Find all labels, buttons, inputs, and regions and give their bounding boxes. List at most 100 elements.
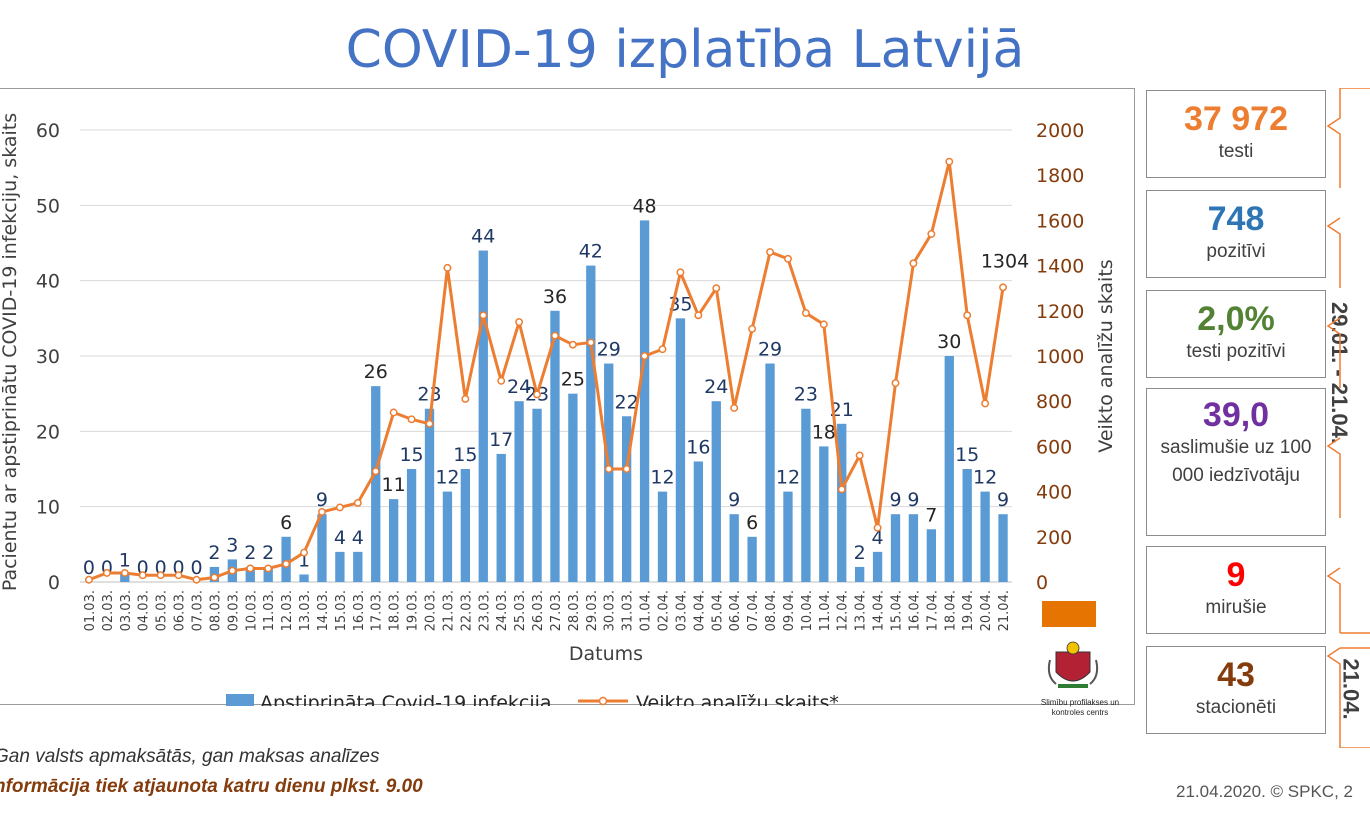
x-tick-label: 30.03. [603, 590, 618, 631]
x-tick-label: 05.04. [710, 590, 725, 631]
bar [801, 408, 811, 582]
x-tick-label: 04.04. [692, 590, 707, 631]
x-tick-label: 03.03. [119, 590, 134, 631]
x-tick-label: 08.04. [764, 590, 779, 631]
line-point [246, 564, 255, 573]
x-tick-label: 02.04. [657, 590, 672, 631]
bar-data-label: 29 [597, 339, 621, 361]
bar-data-label: 9 [997, 489, 1009, 511]
x-tick-label: 03.04. [674, 590, 689, 631]
line-point [497, 376, 506, 385]
line-point [658, 345, 667, 354]
kpi-value: 37 972 [1184, 100, 1288, 138]
line-point [282, 559, 291, 568]
bar [639, 220, 650, 582]
line-point [837, 485, 846, 494]
bar-data-label: 42 [579, 241, 603, 263]
x-tick-label: 24.03. [495, 590, 510, 631]
bar-data-label: 9 [728, 489, 740, 511]
bar [586, 265, 596, 582]
bar-data-label: 23 [794, 384, 818, 406]
bar-data-label: 2 [208, 542, 220, 564]
kpi-card: 39,0 saslimušie uz 100 000 iedzīvotāju [1146, 388, 1326, 536]
y-right-tick-label: 400 [1036, 482, 1072, 504]
kpi-label: saslimušie uz 100 000 iedzīvotāju [1160, 437, 1312, 486]
y-left-tick-label: 0 [48, 572, 60, 594]
bar [854, 566, 865, 582]
line-point [604, 465, 613, 473]
line-point [533, 390, 541, 399]
x-tick-label: 05.03. [155, 590, 170, 631]
bar [120, 574, 130, 582]
bar-data-label: 12 [973, 467, 997, 489]
kpi-label: testi [1218, 141, 1254, 163]
footer-date: 21.04.2020. © SPKC, 2 [1176, 782, 1353, 801]
line-point [712, 284, 721, 293]
bar [872, 551, 883, 582]
bar-data-label: 18 [812, 421, 836, 443]
line-point [443, 263, 452, 272]
x-tick-label: 15.04. [890, 590, 905, 631]
bar-data-label: 11 [382, 474, 406, 496]
line-point [210, 573, 219, 582]
x-tick-label: 12.03. [280, 590, 295, 631]
line-point [640, 352, 649, 360]
kpi-card: 37 972 testi [1146, 90, 1326, 178]
bar [263, 566, 273, 582]
kpi-label: testi pozitīvi [1186, 341, 1286, 363]
bar-data-label: 1 [119, 549, 131, 571]
legend-swatch-bars [226, 694, 254, 706]
line-point [300, 548, 308, 557]
bar [406, 469, 417, 582]
bar-data-label: 15 [955, 444, 979, 466]
y-right-tick-label: 1600 [1036, 210, 1084, 232]
bar [371, 386, 381, 582]
line-point [963, 311, 972, 320]
bar-data-label: 36 [543, 286, 567, 308]
line-point [748, 324, 757, 333]
bar [550, 310, 560, 582]
bar [424, 408, 435, 582]
bar [335, 551, 345, 582]
bar [747, 536, 757, 582]
x-tick-label: 09.04. [782, 590, 797, 631]
bar-data-label: 23 [417, 384, 441, 406]
y-right-tick-label: 1800 [1036, 165, 1084, 187]
line-point [192, 575, 201, 584]
bar [837, 423, 847, 582]
x-tick-label: 10.03. [244, 590, 259, 631]
x-tick-label: 14.03. [316, 590, 331, 631]
bar [675, 318, 686, 582]
bar [729, 514, 739, 582]
x-axis-title: Datums [569, 643, 643, 665]
shield-shape [1055, 651, 1091, 682]
coat-of-arms-icon [1047, 641, 1099, 688]
legend-label-bars: Apstiprināta Covid-19 infekcija [260, 692, 552, 706]
line-point [156, 571, 165, 580]
y-right-axis-title: Veikto analīžu skaits [1095, 259, 1117, 452]
x-tick-label: 06.03. [173, 590, 188, 631]
bar [962, 469, 972, 582]
bar [765, 363, 775, 582]
line-point [371, 467, 380, 476]
footnote-2: nformācija tiek atjaunota katru dienu pl… [0, 776, 423, 797]
x-tick-label: 16.03. [352, 590, 367, 631]
x-tick-label: 12.04. [836, 590, 851, 631]
bar [693, 461, 704, 582]
logo-text: Slimību profilakses un kontroles centrs [1040, 698, 1120, 717]
bar [657, 491, 668, 582]
y-left-tick-label: 20 [36, 421, 60, 443]
bar-data-label: 15 [453, 444, 477, 466]
bar-data-label: 9 [889, 489, 901, 511]
x-tick-label: 01.03. [83, 590, 98, 631]
y-right-tick-label: 600 [1036, 436, 1072, 458]
x-tick-label: 31.03. [621, 590, 636, 631]
line-point [407, 415, 416, 424]
x-tick-label: 20.03. [424, 590, 439, 631]
kpi-card: 2,0% testi pozitīvi [1146, 290, 1326, 378]
bar [353, 551, 363, 582]
bar-data-label: 15 [399, 444, 423, 466]
bar-data-label: 9 [907, 489, 919, 511]
line-point [335, 503, 344, 512]
bar [532, 408, 542, 582]
